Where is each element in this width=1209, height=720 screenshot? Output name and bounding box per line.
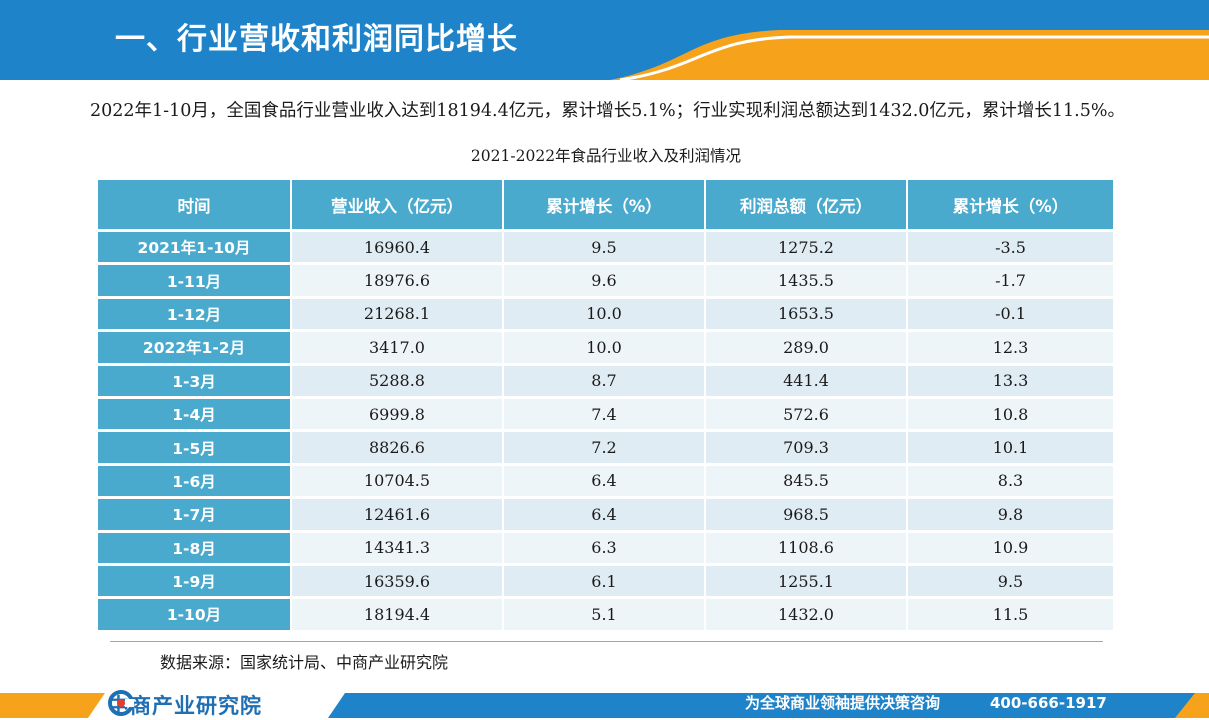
footer-slogan: 为全球商业领袖提供决策咨询 xyxy=(745,694,941,712)
profit-growth-cell: 11.5 xyxy=(908,599,1113,630)
profit-growth-cell: -1.7 xyxy=(908,265,1113,296)
profit-cell: 845.5 xyxy=(706,465,908,497)
revenue-cell: 10704.5 xyxy=(292,465,504,497)
data-source-note: 数据来源：国家统计局、中商产业研究院 xyxy=(160,653,449,672)
revenue-cell: 18976.6 xyxy=(292,265,504,296)
table-row: 1-7月 12461.6 6.4 968.5 9.8 xyxy=(98,499,1113,530)
profit-cell: 572.6 xyxy=(706,398,908,430)
table-row: 1-8月 14341.3 6.3 1108.6 10.9 xyxy=(98,532,1113,563)
table-row: 2021年1-10月 16960.4 9.5 1275.2 -3.5 xyxy=(98,232,1113,263)
revenue-growth-cell: 6.1 xyxy=(504,565,706,597)
table-caption: 2021-2022年食品行业收入及利润情况 xyxy=(470,147,742,165)
revenue-cell: 3417.0 xyxy=(292,332,504,363)
table-row: 1-9月 16359.6 6.1 1255.1 9.5 xyxy=(98,565,1113,597)
time-cell: 1-12月 xyxy=(98,298,292,330)
profit-growth-cell: 10.9 xyxy=(908,532,1113,563)
profit-growth-cell: 12.3 xyxy=(908,332,1113,363)
profit-cell: 1255.1 xyxy=(706,565,908,597)
column-header-revenue-growth: 累计增长（%） xyxy=(504,180,706,229)
profit-growth-cell: -3.5 xyxy=(908,232,1113,263)
time-cell: 1-8月 xyxy=(98,532,292,563)
table-row: 2022年1-2月 3417.0 10.0 289.0 12.3 xyxy=(98,332,1113,363)
revenue-growth-cell: 10.0 xyxy=(504,332,706,363)
revenue-cell: 14341.3 xyxy=(292,532,504,563)
profit-growth-cell: -0.1 xyxy=(908,298,1113,330)
revenue-cell: 6999.8 xyxy=(292,398,504,430)
footer-phone: 400-666-1917 xyxy=(990,694,1107,712)
time-cell: 1-5月 xyxy=(98,432,292,463)
column-header-revenue: 营业收入（亿元） xyxy=(292,180,504,229)
revenue-cell: 8826.6 xyxy=(292,432,504,463)
table-row: 1-3月 5288.8 8.7 441.4 13.3 xyxy=(98,365,1113,396)
profit-growth-cell: 9.8 xyxy=(908,499,1113,530)
revenue-growth-cell: 6.4 xyxy=(504,499,706,530)
source-divider xyxy=(110,641,1103,642)
revenue-growth-cell: 9.6 xyxy=(504,265,706,296)
table-header-row: 时间 营业收入（亿元） 累计增长（%） 利润总额（亿元） 累计增长（%） xyxy=(98,180,1113,229)
footer-background xyxy=(0,693,1209,718)
brand-logo: 中商产业研究院 xyxy=(108,690,262,720)
revenue-growth-cell: 10.0 xyxy=(504,298,706,330)
revenue-growth-cell: 8.7 xyxy=(504,365,706,396)
brand-logo-icon xyxy=(108,690,134,716)
profit-cell: 1435.5 xyxy=(706,265,908,296)
profit-growth-cell: 9.5 xyxy=(908,565,1113,597)
profit-cell: 1653.5 xyxy=(706,298,908,330)
column-header-time: 时间 xyxy=(98,180,292,229)
profit-growth-cell: 13.3 xyxy=(908,365,1113,396)
column-header-profit-growth: 累计增长（%） xyxy=(908,180,1113,229)
revenue-growth-cell: 6.4 xyxy=(504,465,706,497)
profit-cell: 1108.6 xyxy=(706,532,908,563)
profit-cell: 1275.2 xyxy=(706,232,908,263)
profit-growth-cell: 10.8 xyxy=(908,398,1113,430)
table-row: 1-5月 8826.6 7.2 709.3 10.1 xyxy=(98,432,1113,463)
table-row: 1-6月 10704.5 6.4 845.5 8.3 xyxy=(98,465,1113,497)
profit-growth-cell: 8.3 xyxy=(908,465,1113,497)
table-row: 1-12月 21268.1 10.0 1653.5 -0.1 xyxy=(98,298,1113,330)
revenue-cell: 5288.8 xyxy=(292,365,504,396)
time-cell: 1-3月 xyxy=(98,365,292,396)
time-cell: 2021年1-10月 xyxy=(98,232,292,263)
profit-growth-cell: 10.1 xyxy=(908,432,1113,463)
time-cell: 1-6月 xyxy=(98,465,292,497)
revenue-cell: 16359.6 xyxy=(292,565,504,597)
revenue-cell: 21268.1 xyxy=(292,298,504,330)
intro-paragraph: 2022年1-10月，全国食品行业营业收入达到18194.4亿元，累计增长5.1… xyxy=(90,101,1126,121)
profit-cell: 441.4 xyxy=(706,365,908,396)
revenue-cell: 12461.6 xyxy=(292,499,504,530)
revenue-cell: 16960.4 xyxy=(292,232,504,263)
time-cell: 1-11月 xyxy=(98,265,292,296)
profit-cell: 968.5 xyxy=(706,499,908,530)
table-row: 1-4月 6999.8 7.4 572.6 10.8 xyxy=(98,398,1113,430)
header-banner: 一、行业营收和利润同比增长 xyxy=(0,0,1209,80)
revenue-profit-table: 时间 营业收入（亿元） 累计增长（%） 利润总额（亿元） 累计增长（%） 202… xyxy=(98,177,1113,633)
time-cell: 2022年1-2月 xyxy=(98,332,292,363)
revenue-growth-cell: 6.3 xyxy=(504,532,706,563)
revenue-growth-cell: 5.1 xyxy=(504,599,706,630)
profit-cell: 289.0 xyxy=(706,332,908,363)
revenue-growth-cell: 7.4 xyxy=(504,398,706,430)
footer-banner: 中商产业研究院 为全球商业领袖提供决策咨询 400-666-1917 xyxy=(0,688,1209,718)
table-row: 1-10月 18194.4 5.1 1432.0 11.5 xyxy=(98,599,1113,630)
time-cell: 1-10月 xyxy=(98,599,292,630)
time-cell: 1-7月 xyxy=(98,499,292,530)
table-row: 1-11月 18976.6 9.6 1435.5 -1.7 xyxy=(98,265,1113,296)
revenue-growth-cell: 7.2 xyxy=(504,432,706,463)
time-cell: 1-4月 xyxy=(98,398,292,430)
profit-cell: 1432.0 xyxy=(706,599,908,630)
page-title: 一、行业营收和利润同比增长 xyxy=(115,22,518,57)
revenue-growth-cell: 9.5 xyxy=(504,232,706,263)
column-header-profit: 利润总额（亿元） xyxy=(706,180,908,229)
revenue-cell: 18194.4 xyxy=(292,599,504,630)
header-background xyxy=(0,0,1209,80)
time-cell: 1-9月 xyxy=(98,565,292,597)
profit-cell: 709.3 xyxy=(706,432,908,463)
